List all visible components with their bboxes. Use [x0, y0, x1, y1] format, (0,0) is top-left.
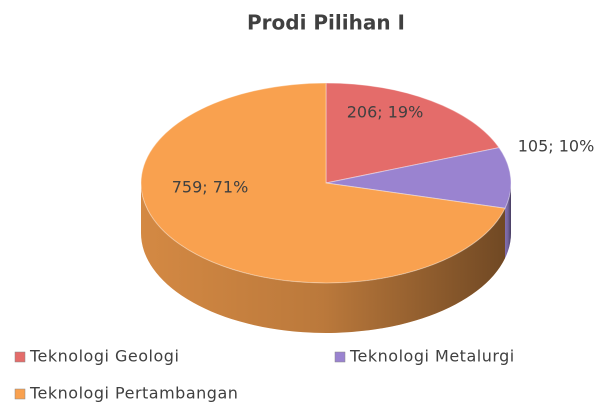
slice-side-shade [504, 183, 511, 259]
legend-label: Teknologi Metalurgi [349, 347, 515, 366]
data-label: 206; 19% [347, 103, 424, 122]
slice [325, 147, 512, 209]
data-label: 105; 10% [518, 137, 595, 156]
legend-swatch [14, 388, 26, 400]
legend-label: Teknologi Pertambangan [29, 384, 238, 403]
slice-side-shade [141, 183, 505, 333]
chart-title: Prodi Pilihan I [247, 11, 405, 35]
legend-swatch [334, 351, 346, 363]
slice [140, 82, 506, 284]
slice [325, 82, 500, 184]
data-label: 759; 71% [172, 178, 249, 197]
legend-swatch [14, 351, 26, 363]
legend-label: Teknologi Geologi [29, 347, 179, 366]
